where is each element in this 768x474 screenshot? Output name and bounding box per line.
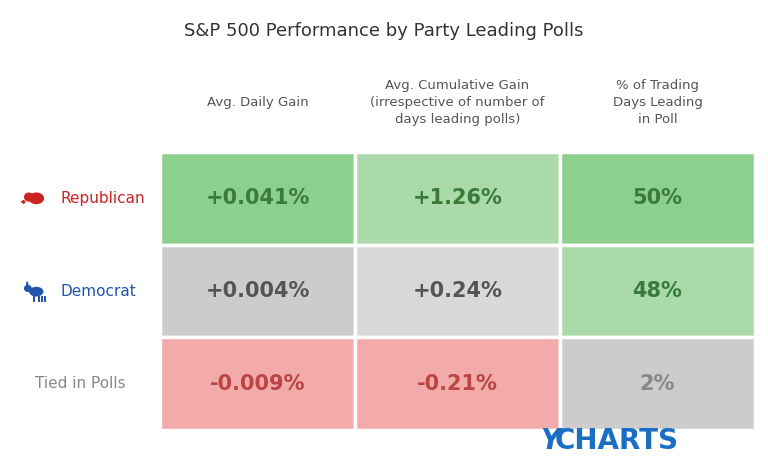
Text: 50%: 50% <box>633 188 683 209</box>
Text: Democrat: Democrat <box>60 283 136 299</box>
Text: +0.24%: +0.24% <box>412 281 502 301</box>
Polygon shape <box>21 200 26 204</box>
Text: Tied in Polls: Tied in Polls <box>35 376 125 391</box>
Text: +0.004%: +0.004% <box>205 281 310 301</box>
Ellipse shape <box>26 282 28 286</box>
Bar <box>160 337 355 430</box>
Ellipse shape <box>24 192 33 201</box>
Text: S&P 500 Performance by Party Leading Polls: S&P 500 Performance by Party Leading Pol… <box>184 22 584 40</box>
Text: +0.041%: +0.041% <box>205 188 310 209</box>
Bar <box>560 152 755 245</box>
Text: +1.26%: +1.26% <box>412 188 502 209</box>
Bar <box>160 152 355 245</box>
Bar <box>560 337 755 430</box>
Ellipse shape <box>28 192 44 204</box>
Text: CHARTS: CHARTS <box>555 427 679 455</box>
Bar <box>38 296 40 302</box>
Text: Avg. Cumulative Gain
(irrespective of number of
days leading polls): Avg. Cumulative Gain (irrespective of nu… <box>370 79 545 126</box>
Bar <box>160 245 355 337</box>
Ellipse shape <box>24 285 31 292</box>
Text: Y: Y <box>540 427 560 455</box>
Text: 48%: 48% <box>633 281 683 301</box>
Bar <box>355 337 560 430</box>
Bar <box>33 296 35 302</box>
Ellipse shape <box>29 287 44 297</box>
Text: -0.21%: -0.21% <box>417 374 498 394</box>
Bar <box>41 296 43 302</box>
Text: 2%: 2% <box>640 374 675 394</box>
Bar <box>355 152 560 245</box>
Text: Republican: Republican <box>60 191 144 206</box>
Text: Avg. Daily Gain: Avg. Daily Gain <box>207 95 308 109</box>
Bar <box>560 245 755 337</box>
Bar <box>45 296 46 302</box>
Bar <box>355 245 560 337</box>
Text: -0.009%: -0.009% <box>210 374 305 394</box>
Ellipse shape <box>28 193 33 200</box>
Text: % of Trading
Days Leading
in Poll: % of Trading Days Leading in Poll <box>613 79 703 126</box>
